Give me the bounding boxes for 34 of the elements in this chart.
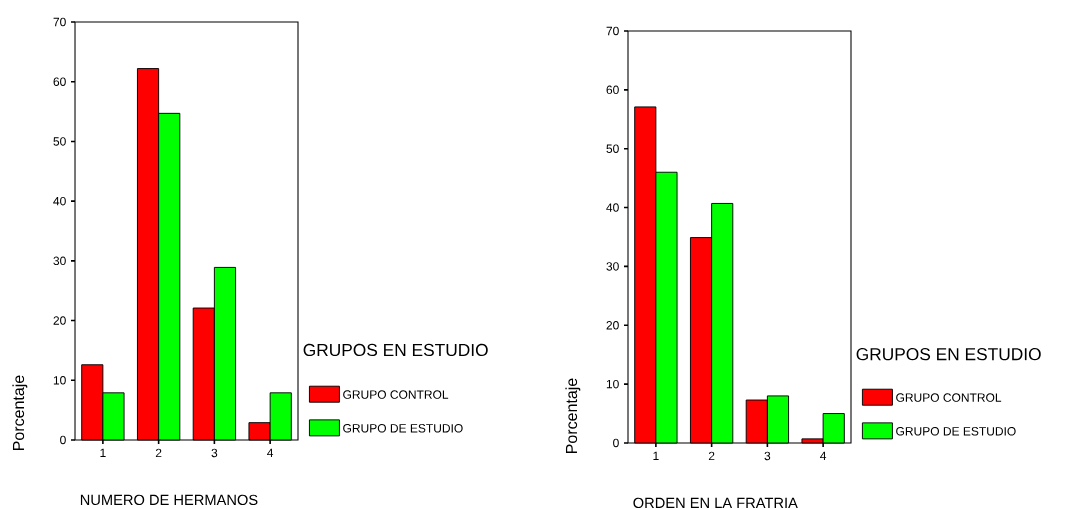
legend-title: GRUPOS EN ESTUDIO xyxy=(303,343,488,357)
y-tick-label: 40 xyxy=(53,196,66,206)
y-tick-label: 50 xyxy=(606,144,619,153)
y-tick-label: 70 xyxy=(53,17,66,27)
x-axis-title: ORDEN EN LA FRATRIA xyxy=(633,497,798,509)
y-tick-label: 10 xyxy=(606,379,619,389)
legend-label: GRUPO CONTROL xyxy=(343,390,449,399)
x-tick-label: 1 xyxy=(100,448,106,457)
y-tick-label: 10 xyxy=(53,376,66,385)
y-tick-label: 60 xyxy=(53,77,66,86)
y-axis-title: Porcentaje xyxy=(565,378,581,453)
y-tick-label: 30 xyxy=(53,256,66,266)
x-axis-title: NUMERO DE HERMANOS xyxy=(80,494,258,506)
x-tick-label: 2 xyxy=(155,448,162,458)
x-tick-label: 4 xyxy=(820,451,827,460)
legend-label: GRUPO DE ESTUDIO xyxy=(343,424,463,433)
x-tick-label: 1 xyxy=(653,451,659,460)
y-tick-label: 50 xyxy=(53,137,66,146)
y-tick-label: 0 xyxy=(60,435,66,445)
x-tick-label: 3 xyxy=(211,448,218,458)
legend-label: GRUPO CONTROL xyxy=(896,393,1002,402)
y-tick-label: 60 xyxy=(606,85,619,95)
x-tick-label: 3 xyxy=(764,451,771,461)
y-tick-label: 0 xyxy=(613,438,619,448)
y-axis-title: Porcentaje xyxy=(12,375,28,450)
legend-title: GRUPOS EN ESTUDIO xyxy=(856,348,1041,361)
legend-label: GRUPO DE ESTUDIO xyxy=(896,427,1016,436)
x-tick-label: 4 xyxy=(267,448,274,457)
y-tick-label: 30 xyxy=(606,262,619,271)
x-tick-label: 2 xyxy=(708,451,715,461)
y-tick-label: 40 xyxy=(606,203,619,212)
y-tick-label: 70 xyxy=(606,26,619,36)
y-tick-label: 20 xyxy=(606,321,619,330)
y-tick-label: 20 xyxy=(53,316,66,325)
